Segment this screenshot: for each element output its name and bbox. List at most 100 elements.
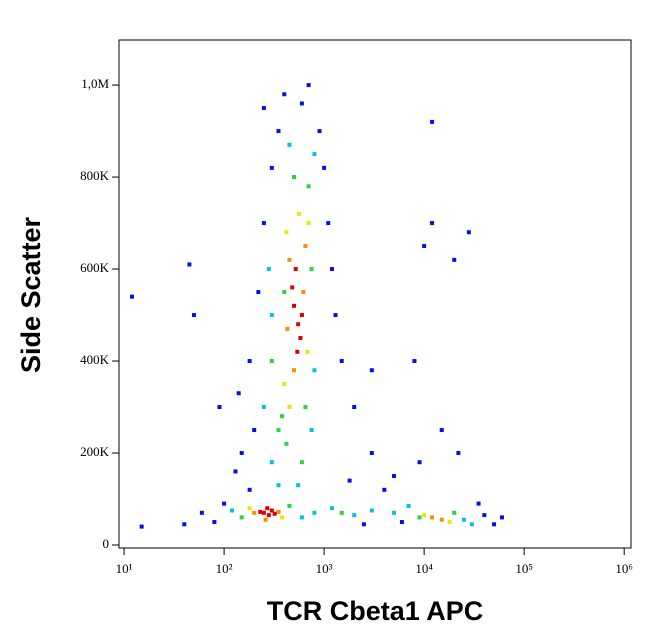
point [261,405,266,410]
point [369,508,374,513]
point [282,290,287,295]
point [252,510,257,515]
point [299,515,304,520]
point [247,487,252,492]
point [296,483,301,488]
point [330,506,335,511]
point [422,513,427,518]
point [276,129,281,134]
point [305,349,310,354]
point [236,391,241,396]
point [269,313,274,318]
point [276,428,281,433]
point [461,517,466,522]
point [296,322,301,327]
point [347,478,352,483]
point [430,515,435,520]
point [230,508,235,513]
y-axis-label: Side Scatter [16,216,46,373]
point [299,313,304,318]
point [439,428,444,433]
point [269,460,274,465]
point [317,129,322,134]
point [299,460,304,465]
point [406,503,411,508]
point [306,184,311,189]
point [276,509,281,514]
point [285,326,290,331]
point [352,513,357,518]
point [369,368,374,373]
point [456,451,461,456]
point [287,142,292,147]
point [291,303,296,308]
point [199,510,204,515]
point [392,510,397,515]
point [369,451,374,456]
point [280,515,285,520]
point [330,267,335,272]
point [339,359,344,364]
point [290,285,295,290]
point [282,92,287,97]
point [399,520,404,525]
point [303,244,308,249]
point [392,474,397,479]
point [299,101,304,106]
point [422,244,427,249]
point [312,510,317,515]
point [269,508,274,513]
point [269,359,274,364]
point [258,509,263,514]
point [430,119,435,124]
y-tick-label: 600K [80,260,110,275]
x-tick-label: 10² [216,561,233,576]
point [261,510,266,515]
point [430,221,435,226]
y-tick-label: 400K [80,352,110,367]
point [352,405,357,410]
point [284,230,289,235]
point [287,405,292,410]
point [261,106,266,111]
point [266,513,271,518]
point [291,368,296,373]
point [222,501,227,506]
point [287,503,292,508]
point [191,313,196,318]
point [306,83,311,88]
point [412,359,417,364]
y-tick-label: 0 [103,536,110,551]
point [280,414,285,419]
point [182,522,187,527]
point [469,522,474,527]
point [256,290,261,295]
point [476,501,481,506]
point [276,483,281,488]
point [306,221,311,226]
y-tick-label: 800K [80,168,110,183]
point [239,515,244,520]
point [339,510,344,515]
point [447,520,452,525]
point [482,513,487,518]
point [296,211,301,216]
point [312,368,317,373]
point [417,515,422,520]
point [452,257,457,262]
point [293,267,298,272]
point [499,515,504,520]
point [233,469,238,474]
point [301,290,306,295]
point [309,267,314,272]
point [129,294,134,299]
y-tick-label: 1,0M [81,76,109,91]
x-tick-label: 10⁶ [615,561,633,576]
point [309,428,314,433]
point [312,152,317,157]
point [247,506,252,511]
point [139,524,144,529]
point [187,262,192,267]
point [269,165,274,170]
